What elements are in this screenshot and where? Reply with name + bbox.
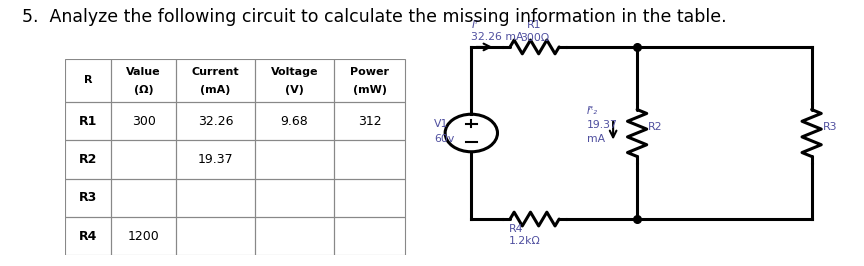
Bar	[176, 178, 255, 217]
Text: R4: R4	[508, 224, 523, 234]
Bar	[111, 217, 176, 255]
Bar	[176, 59, 255, 102]
Text: R3: R3	[823, 122, 837, 132]
Text: R1: R1	[527, 20, 542, 30]
Bar	[334, 178, 405, 217]
Bar	[176, 140, 255, 178]
Text: 300Ω: 300Ω	[520, 33, 550, 43]
Text: (V): (V)	[285, 85, 304, 95]
Text: R2: R2	[648, 122, 663, 132]
Bar	[111, 102, 176, 140]
Bar	[334, 102, 405, 140]
Text: 9.68: 9.68	[281, 115, 308, 127]
Bar	[65, 102, 111, 140]
Text: 5.  Analyze the following circuit to calculate the missing information in the ta: 5. Analyze the following circuit to calc…	[22, 8, 727, 26]
Bar	[334, 140, 405, 178]
Text: R2: R2	[79, 153, 98, 166]
Text: 19.37: 19.37	[587, 120, 618, 130]
Bar	[111, 178, 176, 217]
Text: 19.37: 19.37	[198, 153, 233, 166]
Text: R3: R3	[79, 191, 98, 204]
Text: 312: 312	[358, 115, 381, 127]
Text: Iᵀ: Iᵀ	[472, 20, 479, 30]
Bar	[176, 217, 255, 255]
Bar	[334, 59, 405, 102]
Bar	[65, 217, 111, 255]
Text: R4: R4	[79, 230, 98, 243]
Text: (mA): (mA)	[200, 85, 231, 95]
Text: mA: mA	[587, 134, 605, 144]
Bar	[65, 59, 111, 102]
Bar	[111, 140, 176, 178]
Bar	[65, 140, 111, 178]
Text: (mW): (mW)	[353, 85, 386, 95]
Bar	[255, 178, 334, 217]
Bar	[255, 102, 334, 140]
Bar	[176, 102, 255, 140]
Text: Power: Power	[350, 67, 389, 77]
Text: (Ω): (Ω)	[134, 85, 154, 95]
Bar	[111, 59, 176, 102]
Text: 60v: 60v	[435, 134, 454, 144]
Text: Value: Value	[126, 67, 161, 77]
Text: Voltage: Voltage	[270, 67, 318, 77]
Text: 1.2kΩ: 1.2kΩ	[508, 236, 540, 246]
Text: 300: 300	[131, 115, 156, 127]
Text: V1: V1	[435, 119, 448, 129]
Bar	[65, 178, 111, 217]
Text: Iᴿ₂: Iᴿ₂	[587, 106, 598, 116]
Text: R1: R1	[79, 115, 98, 127]
Text: 32.26 mA: 32.26 mA	[472, 32, 524, 42]
Text: 1200: 1200	[128, 230, 160, 243]
Bar	[255, 59, 334, 102]
Bar	[255, 217, 334, 255]
Bar	[255, 140, 334, 178]
Text: R: R	[84, 75, 92, 85]
Bar	[334, 217, 405, 255]
Text: Current: Current	[192, 67, 239, 77]
Text: 32.26: 32.26	[198, 115, 233, 127]
